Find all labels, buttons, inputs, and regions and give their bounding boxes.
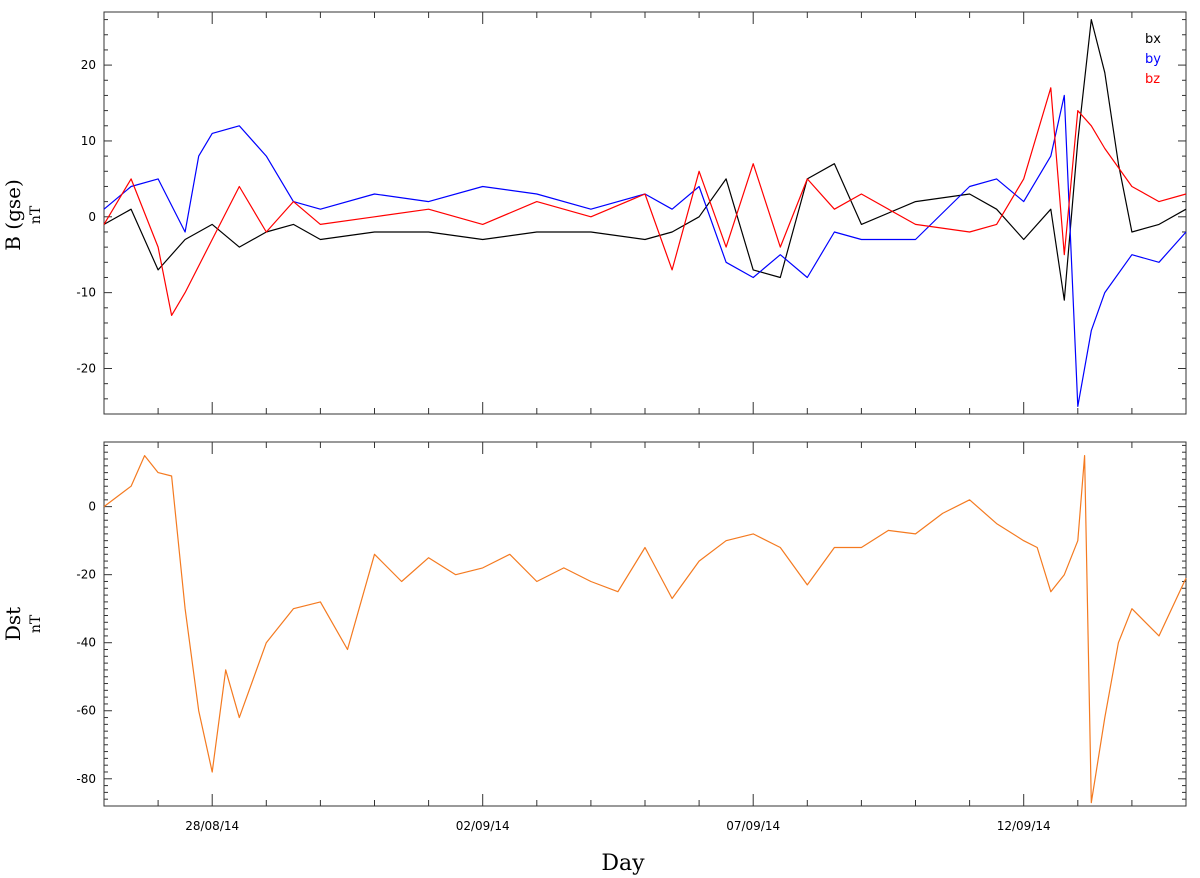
dst-y-axis-unit: nT <box>28 614 44 633</box>
x-axis-label: Day <box>601 851 645 876</box>
b-gse-y-tick-label: 20 <box>81 58 96 72</box>
b-gse-panel: -20 -10 0 10 20 B (gse) nT bx by bz <box>1 11 1187 415</box>
b-gse-y-tick-label: -20 <box>76 361 96 375</box>
b-gse-axis-ticks: -20 -10 0 10 20 <box>76 12 1187 415</box>
legend: bx by bz <box>1145 32 1161 87</box>
legend-entry-by: by <box>1145 52 1161 67</box>
dst-plot-frame <box>103 441 1187 807</box>
series-line-bx <box>103 19 1187 301</box>
legend-entry-bx: bx <box>1145 32 1161 47</box>
dst-y-tick-label: -60 <box>76 704 96 718</box>
dst-axis-ticks: -80 -60 -40 -20 0 28/08/14 02/09/14 07/09/14 12/… <box>76 442 1187 833</box>
dst-y-axis-label: Dst <box>1 607 25 641</box>
b-gse-series-lines <box>103 19 1187 407</box>
x-tick-label: 28/08/14 <box>185 819 239 833</box>
series-line-dst <box>103 455 1187 804</box>
x-tick-label: 12/09/14 <box>997 819 1051 833</box>
b-gse-plot-frame <box>103 11 1187 415</box>
b-gse-y-tick-label: 10 <box>81 134 96 148</box>
dst-panel: -80 -60 -40 -20 0 28/08/14 02/09/14 07/09/14 12/… <box>1 441 1187 833</box>
dst-y-tick-label: 0 <box>88 500 96 514</box>
b-gse-y-axis-label: B (gse) <box>1 179 25 251</box>
dst-y-tick-label: -20 <box>76 568 96 582</box>
legend-entry-bz: bz <box>1145 72 1160 87</box>
dst-y-tick-label: -80 <box>76 772 96 786</box>
dst-series-lines <box>103 455 1187 804</box>
x-tick-label: 02/09/14 <box>456 819 510 833</box>
series-line-bz <box>103 87 1187 316</box>
series-line-by <box>103 94 1187 407</box>
dst-y-tick-label: -40 <box>76 636 96 650</box>
b-gse-y-axis-unit: nT <box>28 205 44 224</box>
b-gse-y-tick-label: -10 <box>76 286 96 300</box>
x-tick-label: 07/09/14 <box>726 819 780 833</box>
b-gse-y-tick-label: 0 <box>88 210 96 224</box>
